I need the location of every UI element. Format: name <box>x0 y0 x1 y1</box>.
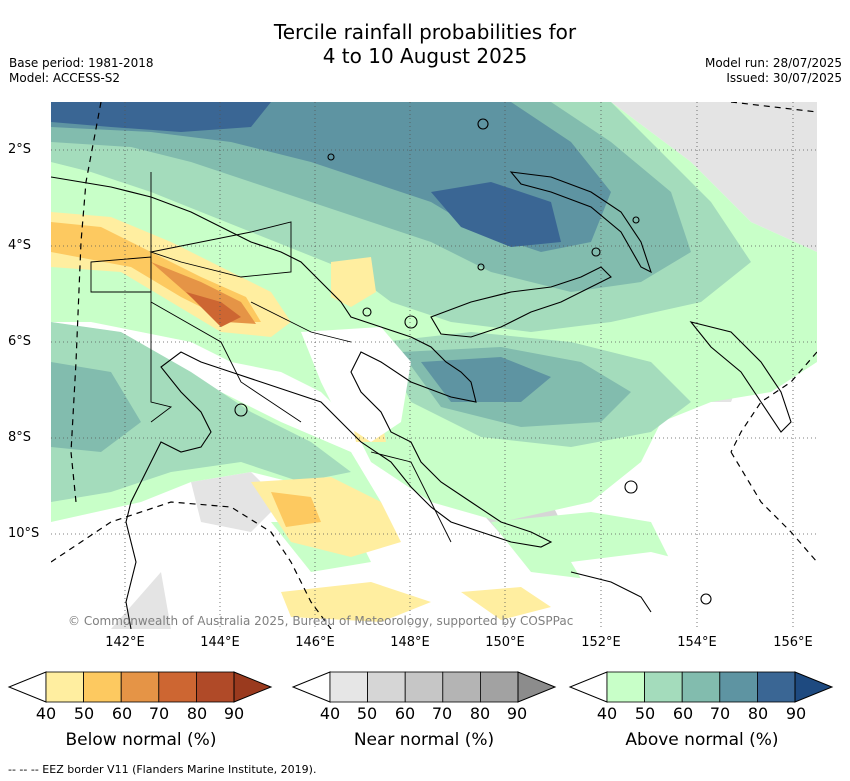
meta-right: Model run: 28/07/2025 Issued: 30/07/2025 <box>705 56 842 86</box>
below-normal-regions <box>51 212 551 622</box>
colorbar-extend-low <box>291 671 331 703</box>
colorbar-extend-low <box>568 671 608 703</box>
lon-label: 152°E <box>581 635 621 650</box>
model-run-text: Model run: 28/07/2025 <box>704 56 842 70</box>
lat-label: 6°S <box>8 334 32 349</box>
tick-label: 90 <box>785 704 807 723</box>
colorbar-below-label: Below normal (%) <box>65 730 217 750</box>
colorbar-segment <box>606 671 645 703</box>
colorbar-segment <box>120 671 160 703</box>
colorbar-above-label: Above normal (%) <box>625 730 779 750</box>
colorbar-segment <box>83 671 122 703</box>
tick-label: 50 <box>73 704 95 723</box>
tick-label: 50 <box>356 704 378 723</box>
tick-label: 70 <box>148 704 170 723</box>
tick-label: 70 <box>431 704 453 723</box>
tick-label: 70 <box>709 704 731 723</box>
colorbar-segment <box>329 671 368 703</box>
colorbar-segment <box>479 671 519 703</box>
lat-label: 10°S <box>8 526 40 541</box>
tick-label: 60 <box>394 704 416 723</box>
colorbar-extend-high <box>517 671 557 703</box>
base-period-text: Base period: 1981-2018 <box>9 56 154 70</box>
eez-borders <box>51 102 817 629</box>
colorbar-extend-high <box>233 671 273 703</box>
colorbar-extend-high <box>794 671 834 703</box>
colorbar-below-normal <box>7 671 273 703</box>
colorbars <box>7 671 834 703</box>
lon-label: 150°E <box>485 635 525 650</box>
above-normal-80 <box>51 102 561 247</box>
colorbar-extend-low <box>7 671 47 703</box>
colorbar-segment <box>757 671 796 703</box>
tick-label: 40 <box>596 704 618 723</box>
colorbar-segment <box>719 671 758 703</box>
map-title-line1: Tercile rainfall probabilities for <box>273 20 577 44</box>
map-title-line2: 4 to 10 August 2025 <box>322 44 528 68</box>
tick-label: 60 <box>111 704 133 723</box>
colorbar-segment <box>681 671 721 703</box>
colorbar-segment <box>644 671 683 703</box>
tick-label: 80 <box>747 704 769 723</box>
colorbar-segment <box>404 671 444 703</box>
colorbar-segment <box>367 671 406 703</box>
probability-map <box>51 102 817 629</box>
tick-label: 90 <box>223 704 245 723</box>
issued-text: Issued: 30/07/2025 <box>726 71 842 85</box>
model-text: Model: ACCESS-S2 <box>9 71 121 85</box>
lat-label: 8°S <box>8 430 32 445</box>
colorbar-near-normal <box>291 671 557 703</box>
colorbar-segment <box>45 671 84 703</box>
lon-label: 156°E <box>773 635 813 650</box>
colorbar-above-normal <box>568 671 834 703</box>
map-title: Tercile rainfall probabilities for 4 to … <box>0 20 850 68</box>
colorbar-segment <box>195 671 235 703</box>
colorbar-segment <box>442 671 481 703</box>
tick-label: 50 <box>634 704 656 723</box>
meta-left: Base period: 1981-2018 Model: ACCESS-S2 <box>9 56 154 86</box>
copyright-text: © Commonwealth of Australia 2025, Bureau… <box>68 614 574 628</box>
tick-label: 90 <box>506 704 528 723</box>
tick-label: 80 <box>469 704 491 723</box>
lat-label: 2°S <box>8 142 32 157</box>
lon-label: 154°E <box>677 635 717 650</box>
colorbar-near-label: Near normal (%) <box>353 730 495 750</box>
lon-label: 146°E <box>295 635 335 650</box>
tick-label: 80 <box>186 704 208 723</box>
lat-label: 4°S <box>8 238 32 253</box>
lon-label: 142°E <box>105 635 145 650</box>
eez-legend-note: -- -- -- EEZ border V11 (Flanders Marine… <box>8 763 317 776</box>
tick-label: 40 <box>319 704 341 723</box>
lon-label: 148°E <box>390 635 430 650</box>
tick-label: 40 <box>35 704 57 723</box>
lon-label: 144°E <box>200 635 240 650</box>
tick-label: 60 <box>672 704 694 723</box>
colorbar-segment <box>158 671 197 703</box>
coastlines <box>51 118 792 629</box>
